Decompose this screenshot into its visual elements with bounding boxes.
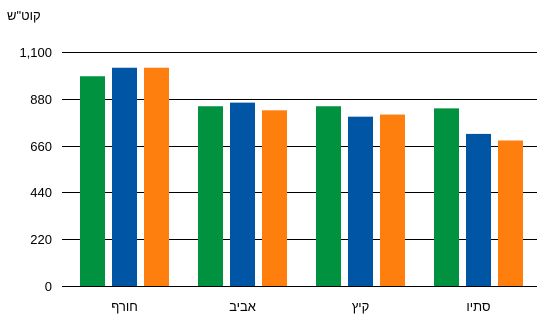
bar — [316, 106, 341, 286]
y-tick-label: 0 — [45, 279, 52, 294]
x-tick-label: קיץ — [352, 299, 370, 314]
x-tick-label: אביב — [229, 299, 256, 314]
y-axis-title: קוט"ש — [7, 8, 41, 23]
y-tick-label: 220 — [30, 232, 52, 247]
y-tick-label: 440 — [30, 185, 52, 200]
bar — [144, 67, 169, 286]
bar — [230, 102, 255, 286]
y-tick-labels: 0 220 440 660 880 1,100 — [19, 45, 52, 294]
x-tick-label: סתיו — [466, 299, 490, 314]
bar — [466, 133, 491, 286]
bar — [112, 67, 137, 286]
bars — [80, 67, 523, 287]
bar — [434, 108, 459, 286]
bar — [80, 76, 105, 286]
y-tick-label: 1,100 — [19, 45, 52, 60]
y-tick-label: 660 — [30, 139, 52, 154]
y-tick-label: 880 — [30, 92, 52, 107]
x-tick-label: חורף — [111, 299, 138, 314]
bar — [498, 140, 523, 286]
bar — [198, 106, 223, 286]
x-tick-labels: חורף אביב קיץ סתיו — [111, 299, 490, 314]
bar — [262, 110, 287, 287]
bar — [348, 116, 373, 286]
bar — [380, 114, 405, 287]
